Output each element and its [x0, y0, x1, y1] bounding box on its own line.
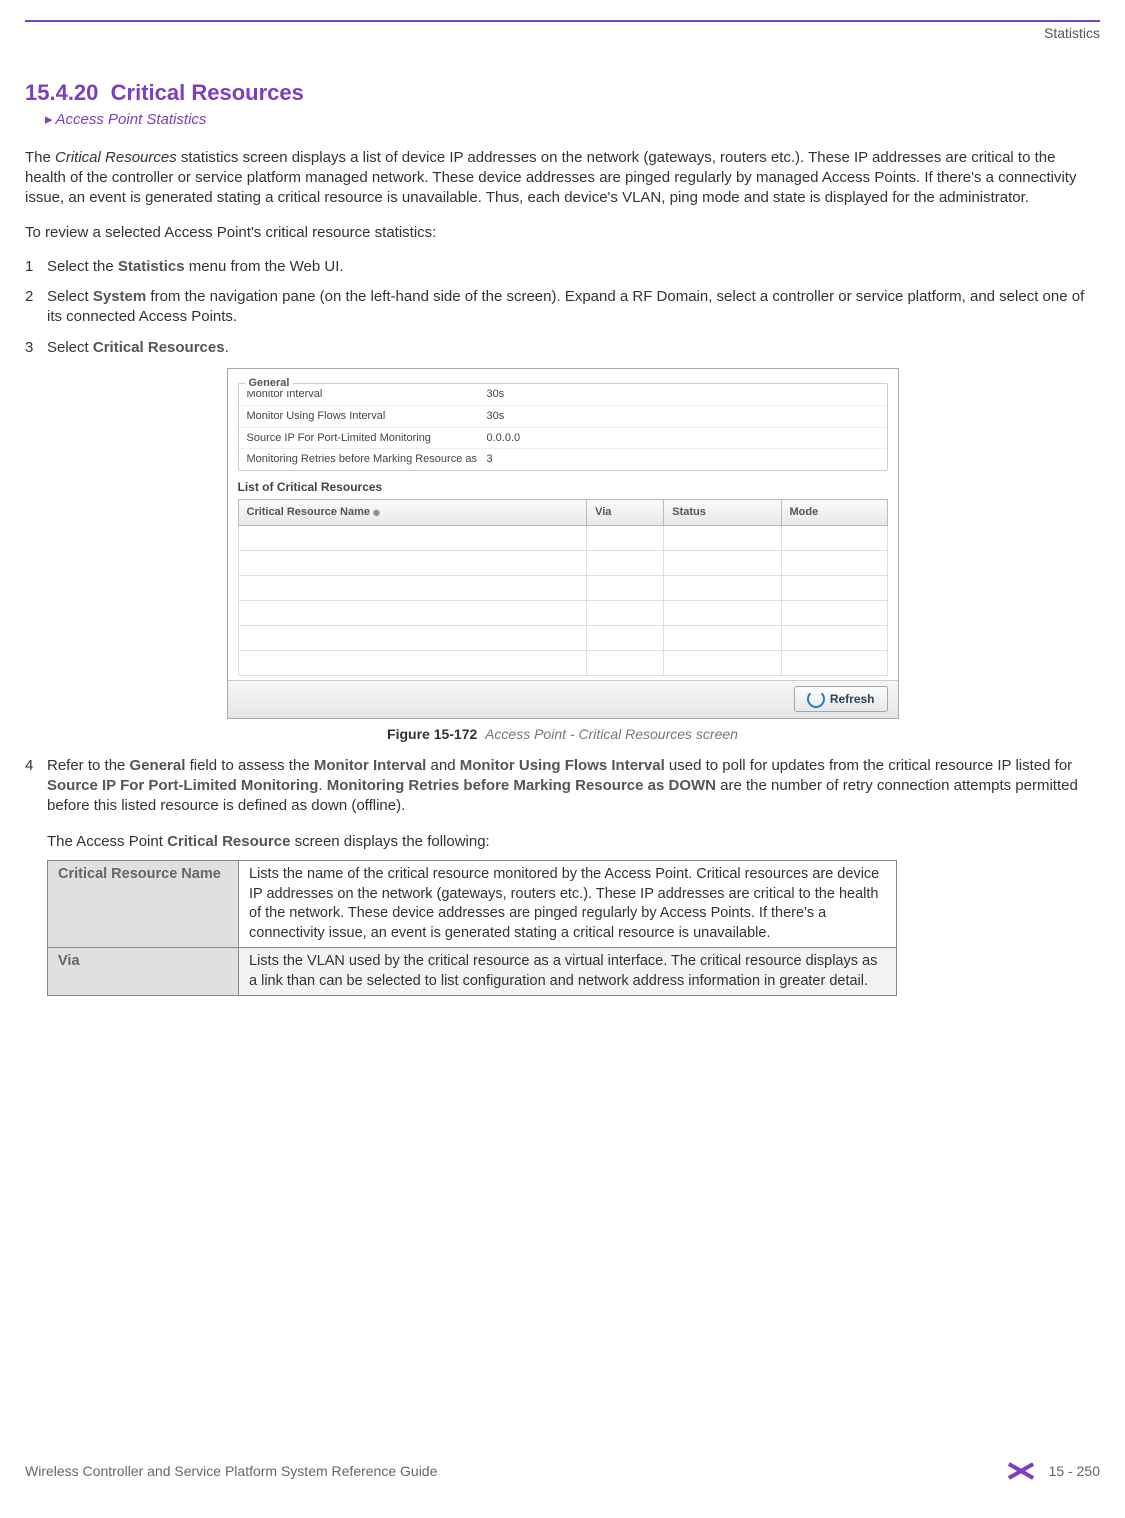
text: The Access Point	[47, 833, 167, 850]
table-row	[238, 526, 887, 551]
followup-paragraph: The Access Point Critical Resource scree…	[47, 832, 1100, 852]
table-row	[238, 576, 887, 601]
text: screen displays the following:	[290, 833, 489, 850]
step-4: 4 Refer to the General field to assess t…	[25, 756, 1100, 817]
brand-logo-icon	[1005, 1459, 1037, 1483]
breadcrumb-arrow-icon: ▸	[45, 111, 53, 128]
bold-term: System	[93, 288, 146, 305]
table-row	[238, 626, 887, 651]
table-row: Via Lists the VLAN used by the critical …	[48, 948, 897, 996]
kv-val: 30s	[487, 409, 879, 424]
kv-row: Monitor Using Flows Interval30s	[239, 406, 887, 428]
critical-resources-table: Critical Resource Name◉ Via Status Mode	[238, 499, 888, 676]
text: .	[318, 777, 326, 794]
bold-term: Monitor Interval	[314, 757, 427, 774]
italic-term: Critical Resources	[55, 149, 177, 166]
desc-cell: Lists the VLAN used by the critical reso…	[239, 948, 897, 996]
step-text: Refer to the General field to assess the…	[47, 756, 1100, 817]
text: Select	[47, 288, 93, 305]
header-right: Statistics	[25, 24, 1100, 43]
section-heading: 15.4.20 Critical Resources	[25, 78, 1100, 108]
step-text: Select the Statistics menu from the Web …	[47, 257, 1100, 277]
list-title: List of Critical Resources	[238, 479, 898, 495]
page-number: 15 - 250	[1049, 1462, 1100, 1481]
breadcrumb[interactable]: ▸Access Point Statistics	[45, 110, 1100, 130]
kv-val: 0.0.0.0	[487, 431, 879, 446]
step-number: 1	[25, 257, 47, 277]
intro-paragraph-2: To review a selected Access Point's crit…	[25, 223, 1100, 243]
desc-cell: Lists the name of the critical resource …	[239, 860, 897, 947]
table-row	[238, 651, 887, 676]
kv-row: Monitoring Retries before Marking Resour…	[239, 449, 887, 470]
section-number: 15.4.20	[25, 80, 98, 105]
text: Select the	[47, 258, 118, 275]
text: The	[25, 149, 55, 166]
text: menu from the Web UI.	[185, 258, 344, 275]
bold-term: Monitoring Retries before Marking Resour…	[327, 777, 716, 794]
figure-caption: Figure 15-172 Access Point - Critical Re…	[25, 725, 1100, 744]
col-header[interactable]: Critical Resource Name◉	[238, 500, 587, 526]
general-legend: General	[245, 376, 294, 391]
description-table: Critical Resource Name Lists the name of…	[47, 860, 897, 996]
text: Refer to the	[47, 757, 130, 774]
col-text: Critical Resource Name	[247, 506, 371, 518]
bold-term: General	[130, 757, 186, 774]
kv-row: Source IP For Port-Limited Monitoring0.0…	[239, 428, 887, 450]
step-text: Select System from the navigation pane (…	[47, 287, 1100, 328]
step-2: 2 Select System from the navigation pane…	[25, 287, 1100, 328]
section-title: Critical Resources	[111, 80, 304, 105]
table-row	[238, 601, 887, 626]
kv-val: 3	[487, 452, 879, 467]
text: statistics screen displays a list of dev…	[25, 149, 1076, 207]
kv-key: Monitoring Retries before Marking Resour…	[247, 452, 487, 467]
intro-paragraph-1: The Critical Resources statistics screen…	[25, 148, 1100, 209]
term-cell: Via	[48, 948, 239, 996]
col-header[interactable]: Mode	[781, 500, 887, 526]
kv-row: Monitor Interval30s	[239, 384, 887, 406]
refresh-button[interactable]: Refresh	[794, 686, 888, 712]
refresh-icon	[807, 690, 825, 708]
footer-left: Wireless Controller and Service Platform…	[25, 1462, 437, 1481]
step-1: 1 Select the Statistics menu from the We…	[25, 257, 1100, 277]
breadcrumb-text: Access Point Statistics	[56, 111, 207, 128]
bold-term: Critical Resource	[167, 833, 290, 850]
text: and	[426, 757, 459, 774]
col-header[interactable]: Via	[587, 500, 664, 526]
text: .	[225, 339, 229, 356]
step-number: 4	[25, 756, 47, 817]
step-text: Select Critical Resources.	[47, 338, 1100, 358]
embedded-screenshot: General Monitor Interval30s Monitor Usin…	[227, 368, 899, 719]
sort-icon: ◉	[373, 508, 380, 517]
page-footer: Wireless Controller and Service Platform…	[25, 1459, 1100, 1483]
text: used to poll for updates from the critic…	[665, 757, 1072, 774]
step-number: 3	[25, 338, 47, 358]
step-3: 3 Select Critical Resources.	[25, 338, 1100, 358]
step-number: 2	[25, 287, 47, 328]
bold-term: Statistics	[118, 258, 185, 275]
kv-key: Monitor Using Flows Interval	[247, 409, 487, 424]
text: from the navigation pane (on the left-ha…	[47, 288, 1084, 325]
kv-key: Source IP For Port-Limited Monitoring	[247, 431, 487, 446]
table-row	[238, 551, 887, 576]
figure-title: Access Point - Critical Resources screen	[485, 726, 738, 742]
text: field to assess the	[185, 757, 313, 774]
bold-term: Critical Resources	[93, 339, 225, 356]
bold-term: Monitor Using Flows Interval	[460, 757, 665, 774]
table-row: Critical Resource Name Lists the name of…	[48, 860, 897, 947]
bold-term: Source IP For Port-Limited Monitoring	[47, 777, 318, 794]
kv-val: 30s	[487, 387, 879, 402]
text: Select	[47, 339, 93, 356]
figure-label: Figure 15-172	[387, 726, 477, 742]
col-header[interactable]: Status	[664, 500, 781, 526]
term-cell: Critical Resource Name	[48, 860, 239, 947]
refresh-label: Refresh	[830, 691, 875, 707]
